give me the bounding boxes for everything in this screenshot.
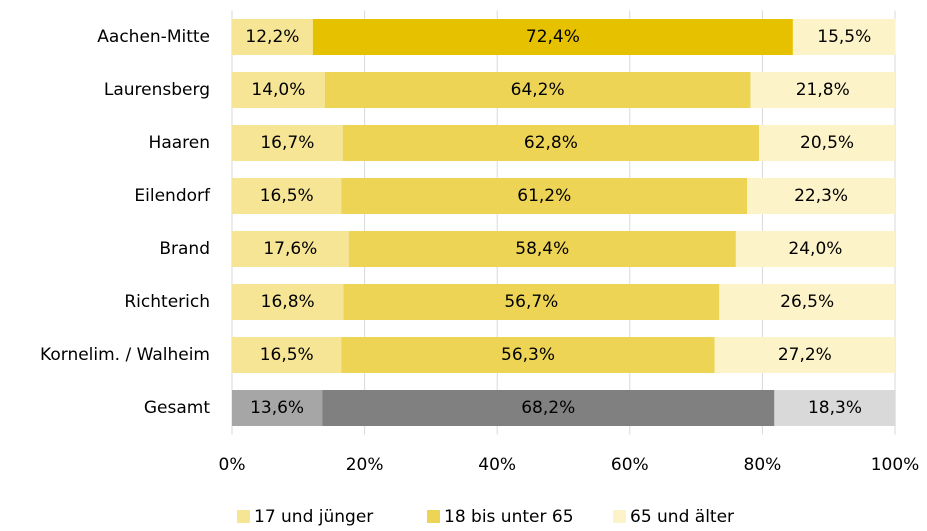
- data-label: 64,2%: [511, 80, 565, 100]
- bar-segment: [324, 72, 751, 108]
- y-tick-label: Aachen-Mitte: [97, 27, 210, 47]
- y-tick-label: Gesamt: [144, 398, 210, 418]
- data-label: 15,5%: [817, 27, 871, 47]
- legend-swatch: [613, 510, 626, 523]
- bar-segment: [232, 231, 349, 267]
- data-label: 58,4%: [515, 239, 569, 259]
- legend-label: 18 bis unter 65: [444, 507, 574, 527]
- data-label: 62,8%: [524, 133, 578, 153]
- bar-segment: [714, 337, 895, 373]
- data-label: 14,0%: [251, 80, 305, 100]
- legend-swatch: [427, 510, 440, 523]
- bar-segment: [348, 231, 736, 267]
- data-label: 61,2%: [517, 186, 571, 206]
- x-tick-label: 80%: [744, 455, 782, 475]
- bar-segment: [312, 19, 793, 55]
- bar-segment: [341, 178, 748, 214]
- y-tick-label: Haaren: [149, 133, 210, 153]
- bar-segment: [343, 284, 720, 320]
- bar-segment: [232, 125, 343, 161]
- bar-segment: [232, 390, 323, 426]
- bar-segment: [342, 125, 760, 161]
- data-label: 16,8%: [261, 292, 315, 312]
- x-tick-label: 0%: [219, 455, 246, 475]
- data-label: 16,5%: [260, 345, 314, 365]
- bar-segment: [719, 284, 895, 320]
- bar-segment: [232, 178, 342, 214]
- data-label: 16,5%: [260, 186, 314, 206]
- y-tick-label: Brand: [159, 239, 210, 259]
- bar-segment: [750, 72, 895, 108]
- data-label: 17,6%: [263, 239, 317, 259]
- y-tick-label: Kornelim. / Walheim: [40, 345, 210, 365]
- data-label: 24,0%: [788, 239, 842, 259]
- y-tick-label: Laurensberg: [104, 80, 210, 100]
- data-label: 16,7%: [260, 133, 314, 153]
- data-label: 21,8%: [796, 80, 850, 100]
- data-label: 22,3%: [794, 186, 848, 206]
- data-label: 56,7%: [504, 292, 558, 312]
- bar-segment: [341, 337, 715, 373]
- data-label: 20,5%: [800, 133, 854, 153]
- bar-segment: [735, 231, 895, 267]
- data-label: 12,2%: [245, 27, 299, 47]
- bar-segment: [747, 178, 895, 214]
- x-tick-label: 40%: [478, 455, 516, 475]
- x-tick-label: 60%: [611, 455, 649, 475]
- y-tick-label: Eilendorf: [134, 186, 211, 206]
- legend-swatch: [237, 510, 250, 523]
- bar-segment: [322, 390, 775, 426]
- legend-label: 65 und älter: [630, 507, 734, 527]
- bar-segment: [792, 19, 896, 55]
- bar-segment: [232, 72, 325, 108]
- bar-segment: [759, 125, 895, 161]
- legend-label: 17 und jünger: [254, 507, 373, 527]
- data-label: 72,4%: [526, 27, 580, 47]
- x-tick-label: 100%: [871, 455, 920, 475]
- data-label: 13,6%: [250, 398, 304, 418]
- data-label: 26,5%: [780, 292, 834, 312]
- bar-segment: [774, 390, 896, 426]
- x-tick-label: 20%: [346, 455, 384, 475]
- data-label: 56,3%: [501, 345, 555, 365]
- y-tick-label: Richterich: [124, 292, 210, 312]
- data-label: 27,2%: [778, 345, 832, 365]
- bar-segment: [232, 337, 342, 373]
- bar-segment: [232, 19, 313, 55]
- data-label: 68,2%: [521, 398, 575, 418]
- bar-segment: [232, 284, 344, 320]
- data-label: 18,3%: [808, 398, 862, 418]
